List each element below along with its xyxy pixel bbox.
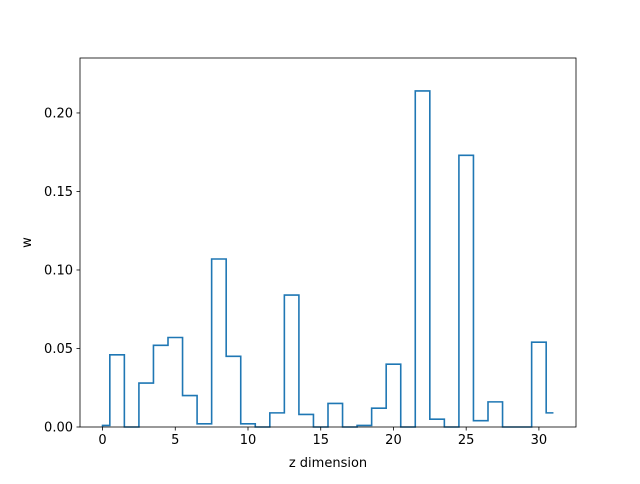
x-tick-label: 0 (98, 433, 106, 448)
x-tick-label: 15 (312, 433, 329, 448)
x-axis: 0 5 10 15 20 25 30 (98, 427, 547, 448)
x-tick-label: 10 (240, 433, 257, 448)
x-tick-label: 25 (458, 433, 475, 448)
y-axis-label: w (20, 237, 35, 248)
x-axis-label: z dimension (289, 456, 367, 471)
y-tick-label: 0.20 (44, 106, 73, 121)
y-tick-label: 0.00 (44, 421, 73, 436)
y-tick-label: 0.10 (44, 263, 73, 278)
x-tick-label: 30 (531, 433, 548, 448)
axes-frame (79, 57, 577, 428)
x-tick-label: 5 (171, 433, 179, 448)
y-tick-label: 0.05 (44, 342, 73, 357)
x-tick-label: 20 (385, 433, 402, 448)
y-axis: 0.00 0.05 0.10 0.15 0.20 (44, 106, 80, 436)
y-tick-label: 0.15 (44, 185, 73, 200)
